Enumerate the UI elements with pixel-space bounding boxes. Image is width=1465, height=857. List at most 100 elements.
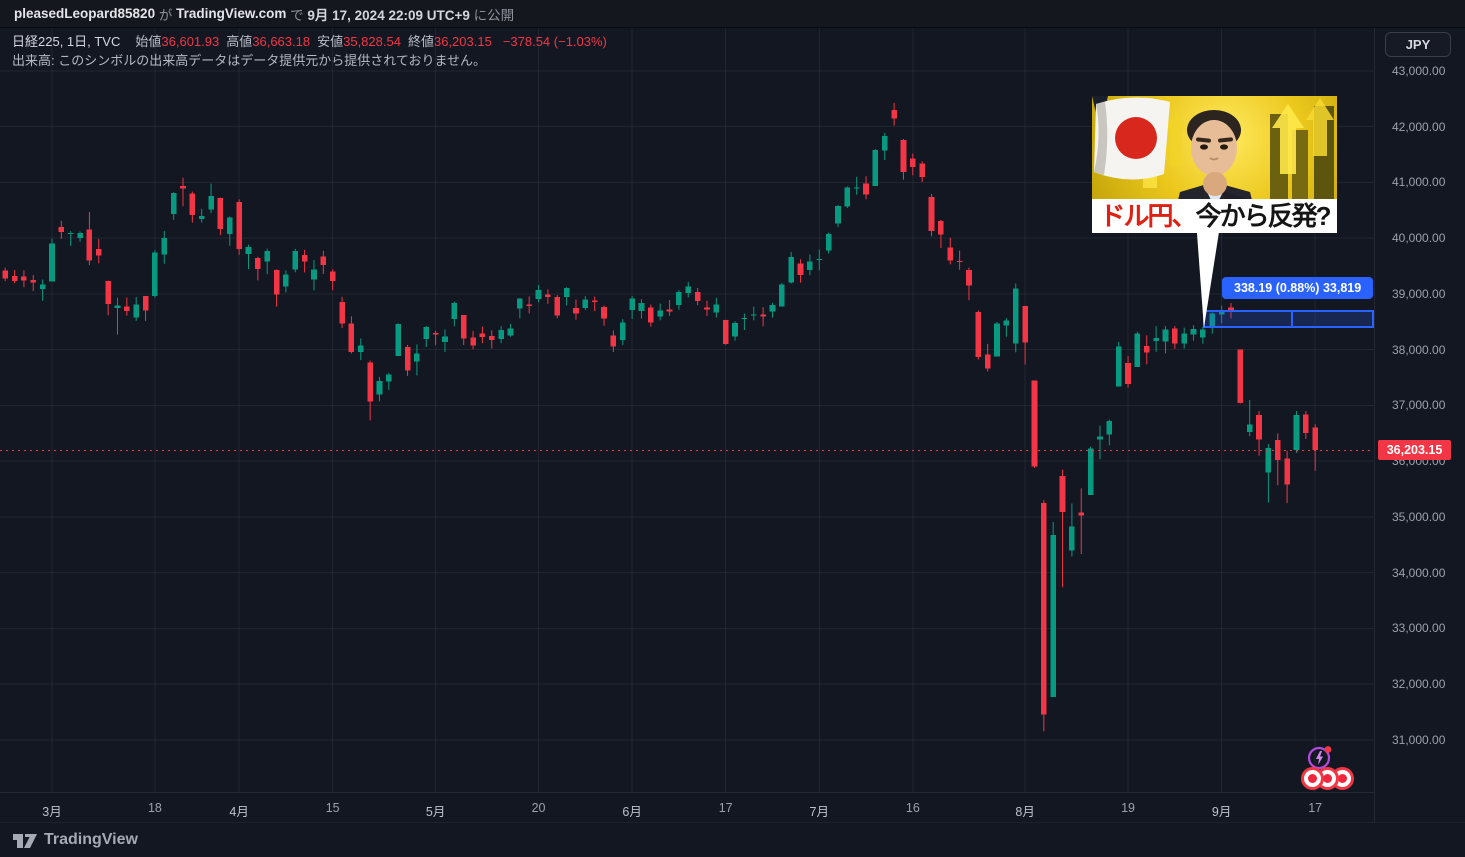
site-link[interactable]: TradingView.com xyxy=(176,6,287,21)
candle xyxy=(329,269,336,291)
candle xyxy=(1190,325,1197,341)
candle xyxy=(124,297,130,316)
candle xyxy=(1303,411,1309,439)
candle xyxy=(367,360,373,421)
candle xyxy=(1246,399,1253,437)
publisher-username[interactable]: pleasedLeopard85820 xyxy=(14,6,156,21)
price-tick-label: 34,000.00 xyxy=(1392,565,1446,580)
candle xyxy=(1069,503,1075,557)
legend-ohlc-row: 日経225, 1日, TVC 始値36,601.93 高値36,663.18 安… xyxy=(12,34,607,50)
candle xyxy=(498,326,504,344)
reaction-circle-icon[interactable] xyxy=(1301,767,1324,790)
candle xyxy=(919,161,925,182)
price-tick-label: 31,000.00 xyxy=(1392,732,1446,747)
time-tick-label: 15 xyxy=(325,801,340,815)
time-tick-label: 6月 xyxy=(622,805,642,819)
candle xyxy=(769,302,776,318)
price-tick-label: 41,000.00 xyxy=(1392,175,1446,190)
last-price-badge: 36,203.15 xyxy=(1378,439,1451,460)
candle xyxy=(872,149,879,186)
candle xyxy=(1274,433,1281,486)
candle xyxy=(1115,341,1122,387)
man-nose xyxy=(1209,157,1219,161)
time-axis[interactable]: 3月 18 4月 15 5月 20 6月 17 7月 16 8月 19 9月 17 xyxy=(0,792,1374,822)
man-brow xyxy=(1196,137,1211,143)
video-thumbnail-overlay[interactable]: ドル円、 今から反発? xyxy=(1092,96,1337,233)
chart-pane[interactable]: 日経225, 1日, TVC 始値36,601.93 高値36,663.18 安… xyxy=(0,28,1374,792)
price-tick-label: 37,000.00 xyxy=(1392,398,1446,413)
candle xyxy=(507,323,514,337)
candle xyxy=(376,376,383,402)
price-tick-label: 40,000.00 xyxy=(1392,231,1446,246)
candle xyxy=(142,296,149,321)
time-tick-label: 3月 xyxy=(42,805,62,819)
candle xyxy=(1181,327,1187,349)
candle xyxy=(713,297,720,318)
man-fist xyxy=(1203,172,1227,196)
candle xyxy=(722,319,729,345)
candle xyxy=(610,330,617,353)
candle xyxy=(1143,335,1150,365)
candle xyxy=(105,280,111,316)
candle xyxy=(1134,331,1141,368)
man-brow xyxy=(1218,137,1233,143)
candle xyxy=(1237,349,1244,404)
currency-button[interactable]: JPY xyxy=(1385,32,1451,57)
candle xyxy=(685,281,692,298)
minds-lightning-icon[interactable] xyxy=(1307,744,1333,770)
candle xyxy=(1265,443,1272,503)
price-axis[interactable]: JPY 43,000.00 42,000.00 41,000.00 40,000.00… xyxy=(1374,28,1465,822)
high-value: 36,663.18 xyxy=(252,34,311,49)
price-range-label[interactable]: 338.19 (0.88%) 33,819 xyxy=(1222,277,1374,299)
candle xyxy=(666,300,673,316)
candle xyxy=(198,208,205,223)
candle xyxy=(1200,326,1206,344)
up-arrow xyxy=(1306,98,1334,156)
low-label: 安値35,828.54 xyxy=(317,34,401,49)
reaction-avatars[interactable] xyxy=(1301,767,1354,790)
candle xyxy=(1059,469,1066,588)
candle xyxy=(797,259,804,283)
candle xyxy=(573,299,579,320)
candle xyxy=(1087,446,1094,495)
candle xyxy=(1097,425,1103,460)
price-range-drawing[interactable] xyxy=(1203,309,1374,329)
candle xyxy=(750,306,757,321)
candle xyxy=(638,299,645,319)
man-eye xyxy=(1220,144,1228,150)
candle xyxy=(161,230,168,264)
man-eye xyxy=(1200,144,1208,150)
publish-datetime: 9月 17, 2024 22:09 UTC+9 xyxy=(307,7,470,23)
candle xyxy=(1022,306,1028,365)
candle xyxy=(1312,424,1318,471)
candle xyxy=(1256,411,1262,456)
candle xyxy=(451,301,458,327)
candle xyxy=(95,238,102,264)
candle xyxy=(86,211,93,266)
man-face xyxy=(1191,120,1237,176)
time-tick-label: 5月 xyxy=(425,805,446,819)
candle xyxy=(442,329,448,353)
price-tick-label: 43,000.00 xyxy=(1392,63,1446,78)
tradingview-logo-icon[interactable] xyxy=(12,831,39,851)
candle xyxy=(1209,312,1216,334)
open-label: 始値36,601.93 xyxy=(135,34,220,49)
volume-notice: 出来高: このシンボルの出来高データはデータ提供元から提供されておりません。 xyxy=(12,53,487,68)
candle xyxy=(1003,318,1010,337)
candle xyxy=(788,252,794,284)
price-tick-label: 32,000.00 xyxy=(1392,677,1446,692)
tradingview-brand[interactable]: TradingView xyxy=(44,831,138,848)
time-tick-label: 9月 xyxy=(1211,805,1232,819)
candle xyxy=(255,256,261,281)
candle xyxy=(676,290,682,310)
candle xyxy=(226,216,233,246)
candle xyxy=(1078,488,1085,555)
candle xyxy=(245,244,252,270)
symbol-title[interactable]: 日経225, 1日, TVC xyxy=(12,34,121,49)
candle xyxy=(563,287,570,306)
lightning-bolt-icon xyxy=(1316,751,1323,765)
candle xyxy=(180,177,186,207)
price-tick-label: 39,000.00 xyxy=(1392,286,1446,301)
candle xyxy=(1172,326,1178,349)
